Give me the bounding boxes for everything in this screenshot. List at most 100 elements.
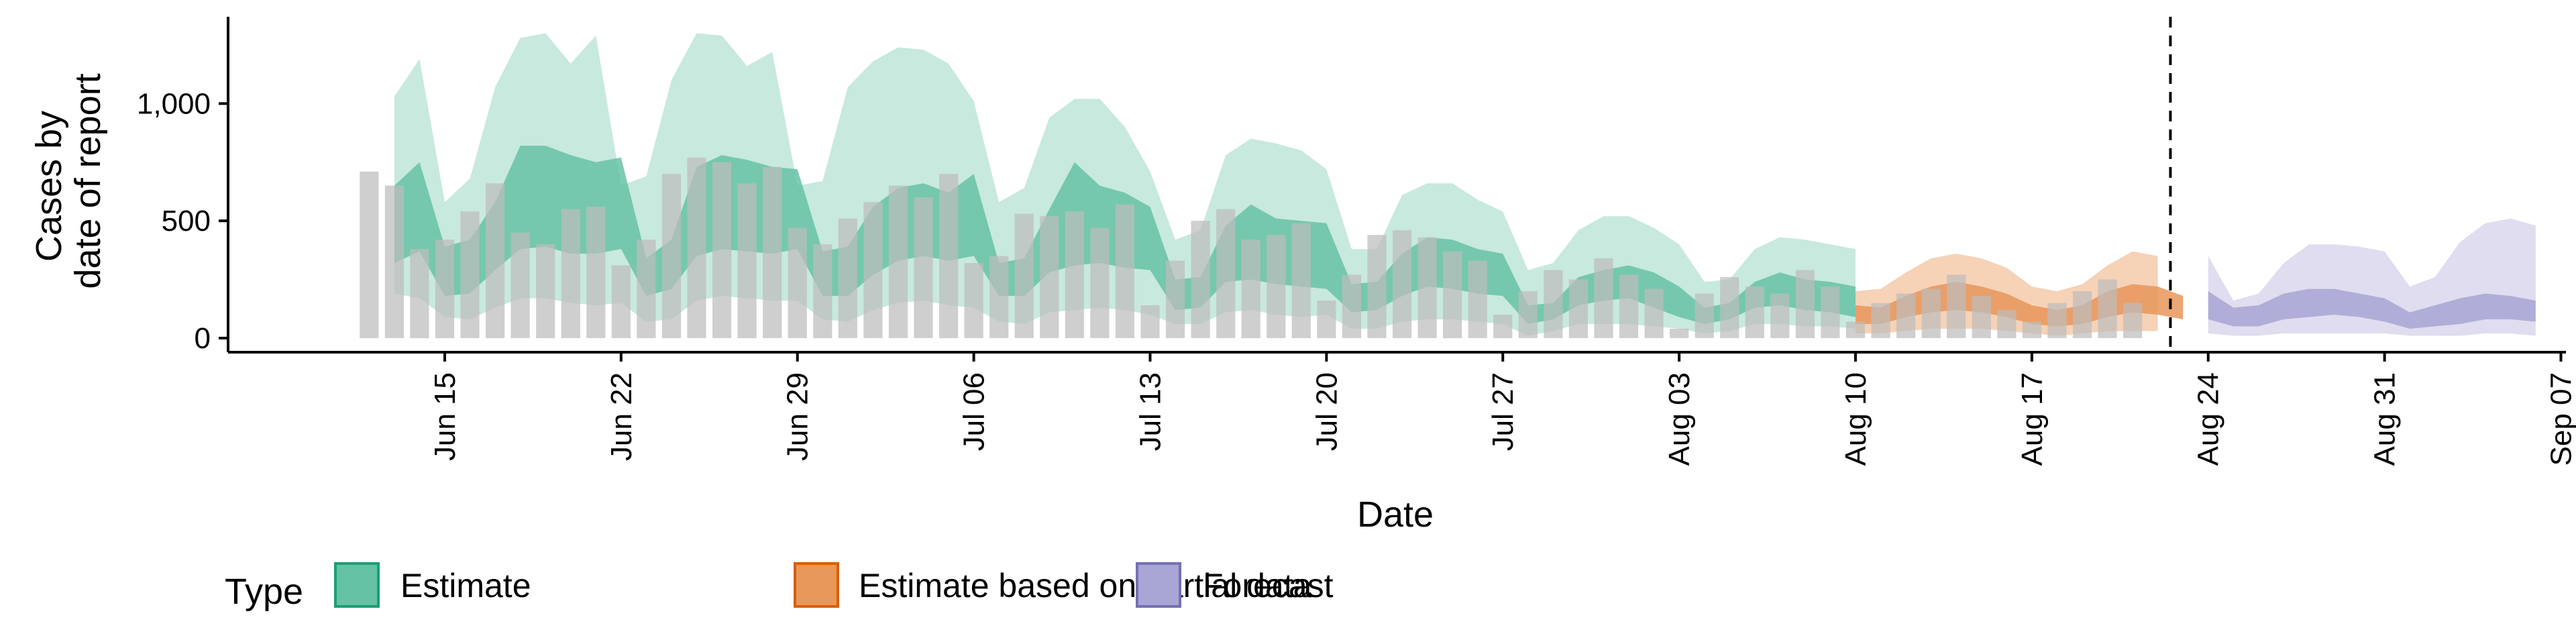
- reported-cases-bar: [1468, 260, 1487, 338]
- x-axis-title: Date: [1357, 494, 1434, 535]
- reported-cases-bar: [1216, 209, 1236, 338]
- reported-cases-bar: [1014, 213, 1034, 338]
- reported-cases-bar: [1720, 277, 1739, 338]
- reported-cases-bar: [1821, 286, 1840, 338]
- reported-cases-bar: [1115, 204, 1134, 338]
- x-tick-label: Jul 06: [958, 372, 991, 451]
- legend-key-estimate: [334, 562, 380, 608]
- reported-cases-bar: [687, 157, 706, 339]
- reported-cases-bar: [1040, 216, 1059, 338]
- reported-cases-bar: [1972, 296, 1991, 338]
- reported-cases-bar: [486, 183, 505, 339]
- reported-cases-bar: [939, 174, 959, 339]
- y-axis-title-line-2: date of report: [68, 73, 108, 288]
- reported-cases-bar: [1191, 221, 1210, 338]
- legend-key-partial: [794, 562, 839, 608]
- reported-cases-bar: [1896, 293, 1916, 338]
- reported-cases-bar: [2022, 321, 2041, 338]
- reported-cases-bar: [1745, 286, 1764, 338]
- reported-cases-bar: [536, 244, 555, 339]
- reported-cases-bar: [1241, 239, 1260, 339]
- reported-cases-bar: [2072, 291, 2092, 338]
- reported-cases-bar: [1443, 251, 1462, 339]
- plot-bars: [360, 157, 2143, 339]
- reported-cases-bar: [763, 166, 782, 338]
- reported-cases-bar: [1367, 235, 1387, 338]
- reported-cases-bar: [561, 209, 580, 338]
- x-tick-label: Jul 27: [1487, 372, 1519, 451]
- reported-cases-bar: [863, 202, 883, 338]
- reported-cases-bar: [888, 185, 908, 338]
- legend: Type Estimate Estimate based on partial …: [225, 562, 1334, 612]
- reported-cases-bar: [964, 263, 983, 338]
- reported-cases-bar: [1871, 303, 1890, 338]
- reported-cases-bar: [737, 183, 757, 339]
- axes: 0 500 1,000 Jun 15 Jun 22 Jun 29 Jul 06 Jul 13 J…: [137, 17, 2576, 466]
- reported-cases-bar: [2098, 279, 2117, 338]
- x-tick-label: Aug 31: [2369, 372, 2402, 466]
- reported-cases-bar: [1845, 321, 1866, 338]
- reported-cases-bar: [586, 207, 606, 338]
- reported-cases-bar: [1594, 258, 1613, 338]
- x-tick-label: Jul 20: [1310, 372, 1343, 451]
- reported-cases-bar: [1518, 291, 1538, 338]
- y-axis-title: Cases by date of report: [29, 73, 108, 288]
- reported-cases-bar: [1695, 293, 1714, 338]
- reported-cases-bar: [384, 185, 404, 338]
- reported-cases-bar: [435, 239, 455, 339]
- reported-cases-bar: [1392, 230, 1412, 338]
- reported-cases-bar: [1947, 274, 1966, 338]
- reported-cases-bar: [2123, 303, 2143, 338]
- reported-cases-bar: [1921, 288, 1941, 338]
- reported-cases-bar: [1619, 274, 1639, 338]
- x-tick-label: Aug 24: [2192, 372, 2225, 466]
- reported-cases-bar: [1065, 211, 1084, 338]
- reported-cases-bar: [511, 232, 530, 338]
- reported-cases-bar: [1644, 288, 1664, 338]
- reported-cases-bar: [1267, 235, 1286, 338]
- reported-cases-bar: [838, 218, 857, 338]
- reported-cases-bar: [1997, 310, 2017, 339]
- reported-cases-bar: [661, 174, 682, 339]
- reported-cases-bar: [1568, 279, 1588, 338]
- reported-cases-bar: [1417, 237, 1437, 338]
- reported-cases-bar: [611, 265, 631, 338]
- y-tick-label: 0: [195, 322, 211, 355]
- reported-cases-bar: [1342, 274, 1361, 338]
- y-tick-label: 500: [162, 205, 211, 237]
- forecast-50-band: [2208, 288, 2536, 329]
- reported-cases-bar: [1291, 223, 1311, 338]
- x-tick-label: Sep 07: [2545, 372, 2576, 466]
- x-tick-label: Aug 03: [1663, 372, 1696, 466]
- legend-label-estimate: Estimate: [400, 567, 531, 604]
- reported-cases-bar: [410, 249, 429, 339]
- reported-cases-bar: [1090, 227, 1110, 338]
- legend-title: Type: [225, 572, 303, 612]
- reported-cases-bar: [1493, 315, 1513, 339]
- reported-cases-bar: [1795, 270, 1815, 338]
- reported-cases-bar: [914, 197, 933, 338]
- legend-label-forecast: Forecast: [1203, 567, 1334, 604]
- reported-cases-bar: [2047, 303, 2067, 338]
- reported-cases-bar: [360, 171, 379, 339]
- reported-cases-bar: [460, 211, 480, 338]
- reported-cases-bar: [1317, 301, 1336, 338]
- x-tick-label: Aug 17: [2016, 372, 2049, 466]
- x-tick-label: Jun 29: [782, 372, 814, 461]
- x-tick-label: Jun 15: [429, 372, 462, 461]
- reported-cases-bar: [712, 162, 732, 339]
- y-axis-title-line-1: Cases by: [29, 111, 69, 262]
- reported-cases-bar: [989, 256, 1009, 338]
- reported-cases-bar: [1670, 329, 1689, 338]
- reported-cases-bar: [1140, 305, 1160, 339]
- reported-cases-bar: [1770, 293, 1790, 338]
- reported-cases-bar: [1165, 260, 1185, 338]
- legend-label-partial: Estimate based on partial data: [859, 567, 1312, 604]
- y-tick-label: 1,000: [137, 87, 211, 120]
- x-tick-label: Jun 22: [605, 372, 638, 461]
- reported-cases-bar: [637, 239, 656, 339]
- x-tick-label: Jul 13: [1134, 372, 1167, 451]
- legend-key-forecast: [1136, 562, 1181, 608]
- reported-cases-bar: [788, 227, 807, 338]
